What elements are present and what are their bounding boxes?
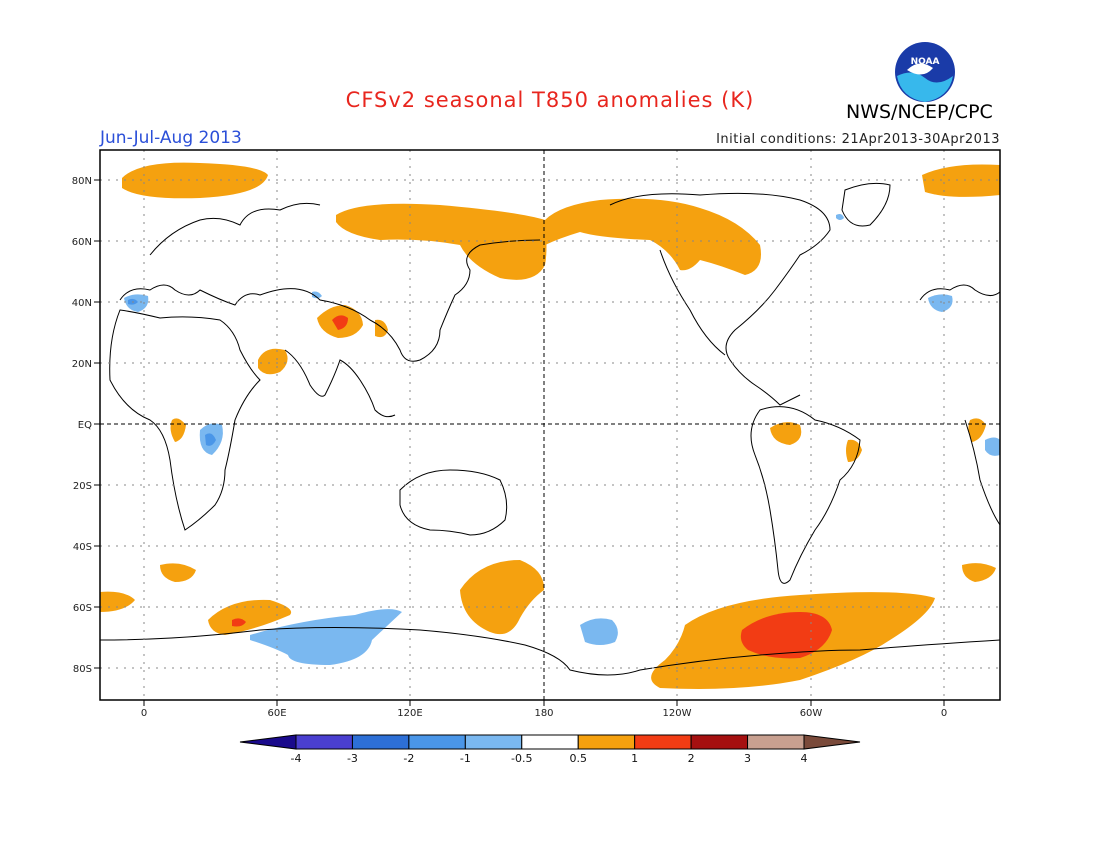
colorbar-segment — [634, 734, 692, 750]
season-label: Jun-Jul-Aug 2013 — [100, 128, 242, 148]
colorbar-segment — [690, 734, 749, 750]
lon-label: 60E — [267, 708, 286, 719]
lat-label: EQ — [78, 420, 92, 431]
colorbar-segment — [295, 734, 353, 750]
colorbar-tick-label: 0.5 — [569, 752, 587, 765]
colorbar-segment — [747, 734, 805, 750]
colorbar-tick-label: 4 — [800, 752, 808, 765]
colorbar-segment — [803, 734, 861, 750]
colorbar-tick-label: 2 — [687, 752, 695, 765]
map-frame — [99, 149, 1001, 701]
lat-axis — [94, 179, 100, 669]
initial-conditions-label: Initial conditions: 21Apr2013-30Apr2013 — [716, 132, 1000, 147]
colorbar-segment — [239, 734, 297, 750]
lat-label: 60S — [73, 603, 92, 614]
noaa-logo: NOAA — [895, 42, 955, 102]
lon-label: 120E — [397, 708, 422, 719]
graticule — [100, 150, 1000, 700]
lon-label: 180 — [534, 708, 553, 719]
lon-label: 120W — [663, 708, 692, 719]
colorbar-tick-label: -4 — [290, 752, 302, 765]
colorbar-segment — [464, 734, 523, 750]
lat-label: 20S — [73, 481, 92, 492]
equator-dateline — [100, 150, 1000, 700]
coastlines — [99, 182, 1001, 676]
colorbar-tick-label: -3 — [346, 752, 358, 765]
colorbar-tick-label: -1 — [459, 752, 471, 765]
anomaly-shading — [100, 162, 1000, 689]
colorbar-tick-label: -2 — [403, 752, 415, 765]
colorbar-tick-label: -0.5 — [511, 752, 533, 765]
lat-label: 60N — [72, 237, 92, 248]
colorbar-tick-label: 3 — [744, 752, 752, 765]
lon-axis — [143, 700, 945, 706]
lon-label: 60W — [800, 708, 823, 719]
colorbar-segment — [521, 734, 579, 750]
lat-label: 80N — [72, 176, 92, 187]
colorbar-segment — [351, 734, 410, 750]
lon-label: 0 — [141, 708, 147, 719]
lat-label: 80S — [73, 664, 92, 675]
lat-label: 40N — [72, 298, 92, 309]
colorbar-tick-label: 1 — [631, 752, 639, 765]
colorbar-segment — [577, 734, 636, 750]
lat-label: 20N — [72, 359, 92, 370]
logo-text: NOAA — [911, 57, 940, 67]
colorbar — [239, 734, 861, 750]
map-title: CFSv2 seasonal T850 anomalies (K) — [345, 88, 755, 112]
colorbar-segment — [408, 734, 466, 750]
lat-label: 40S — [73, 542, 92, 553]
organization-label: NWS/NCEP/CPC — [846, 101, 993, 123]
lon-label: 0 — [941, 708, 947, 719]
